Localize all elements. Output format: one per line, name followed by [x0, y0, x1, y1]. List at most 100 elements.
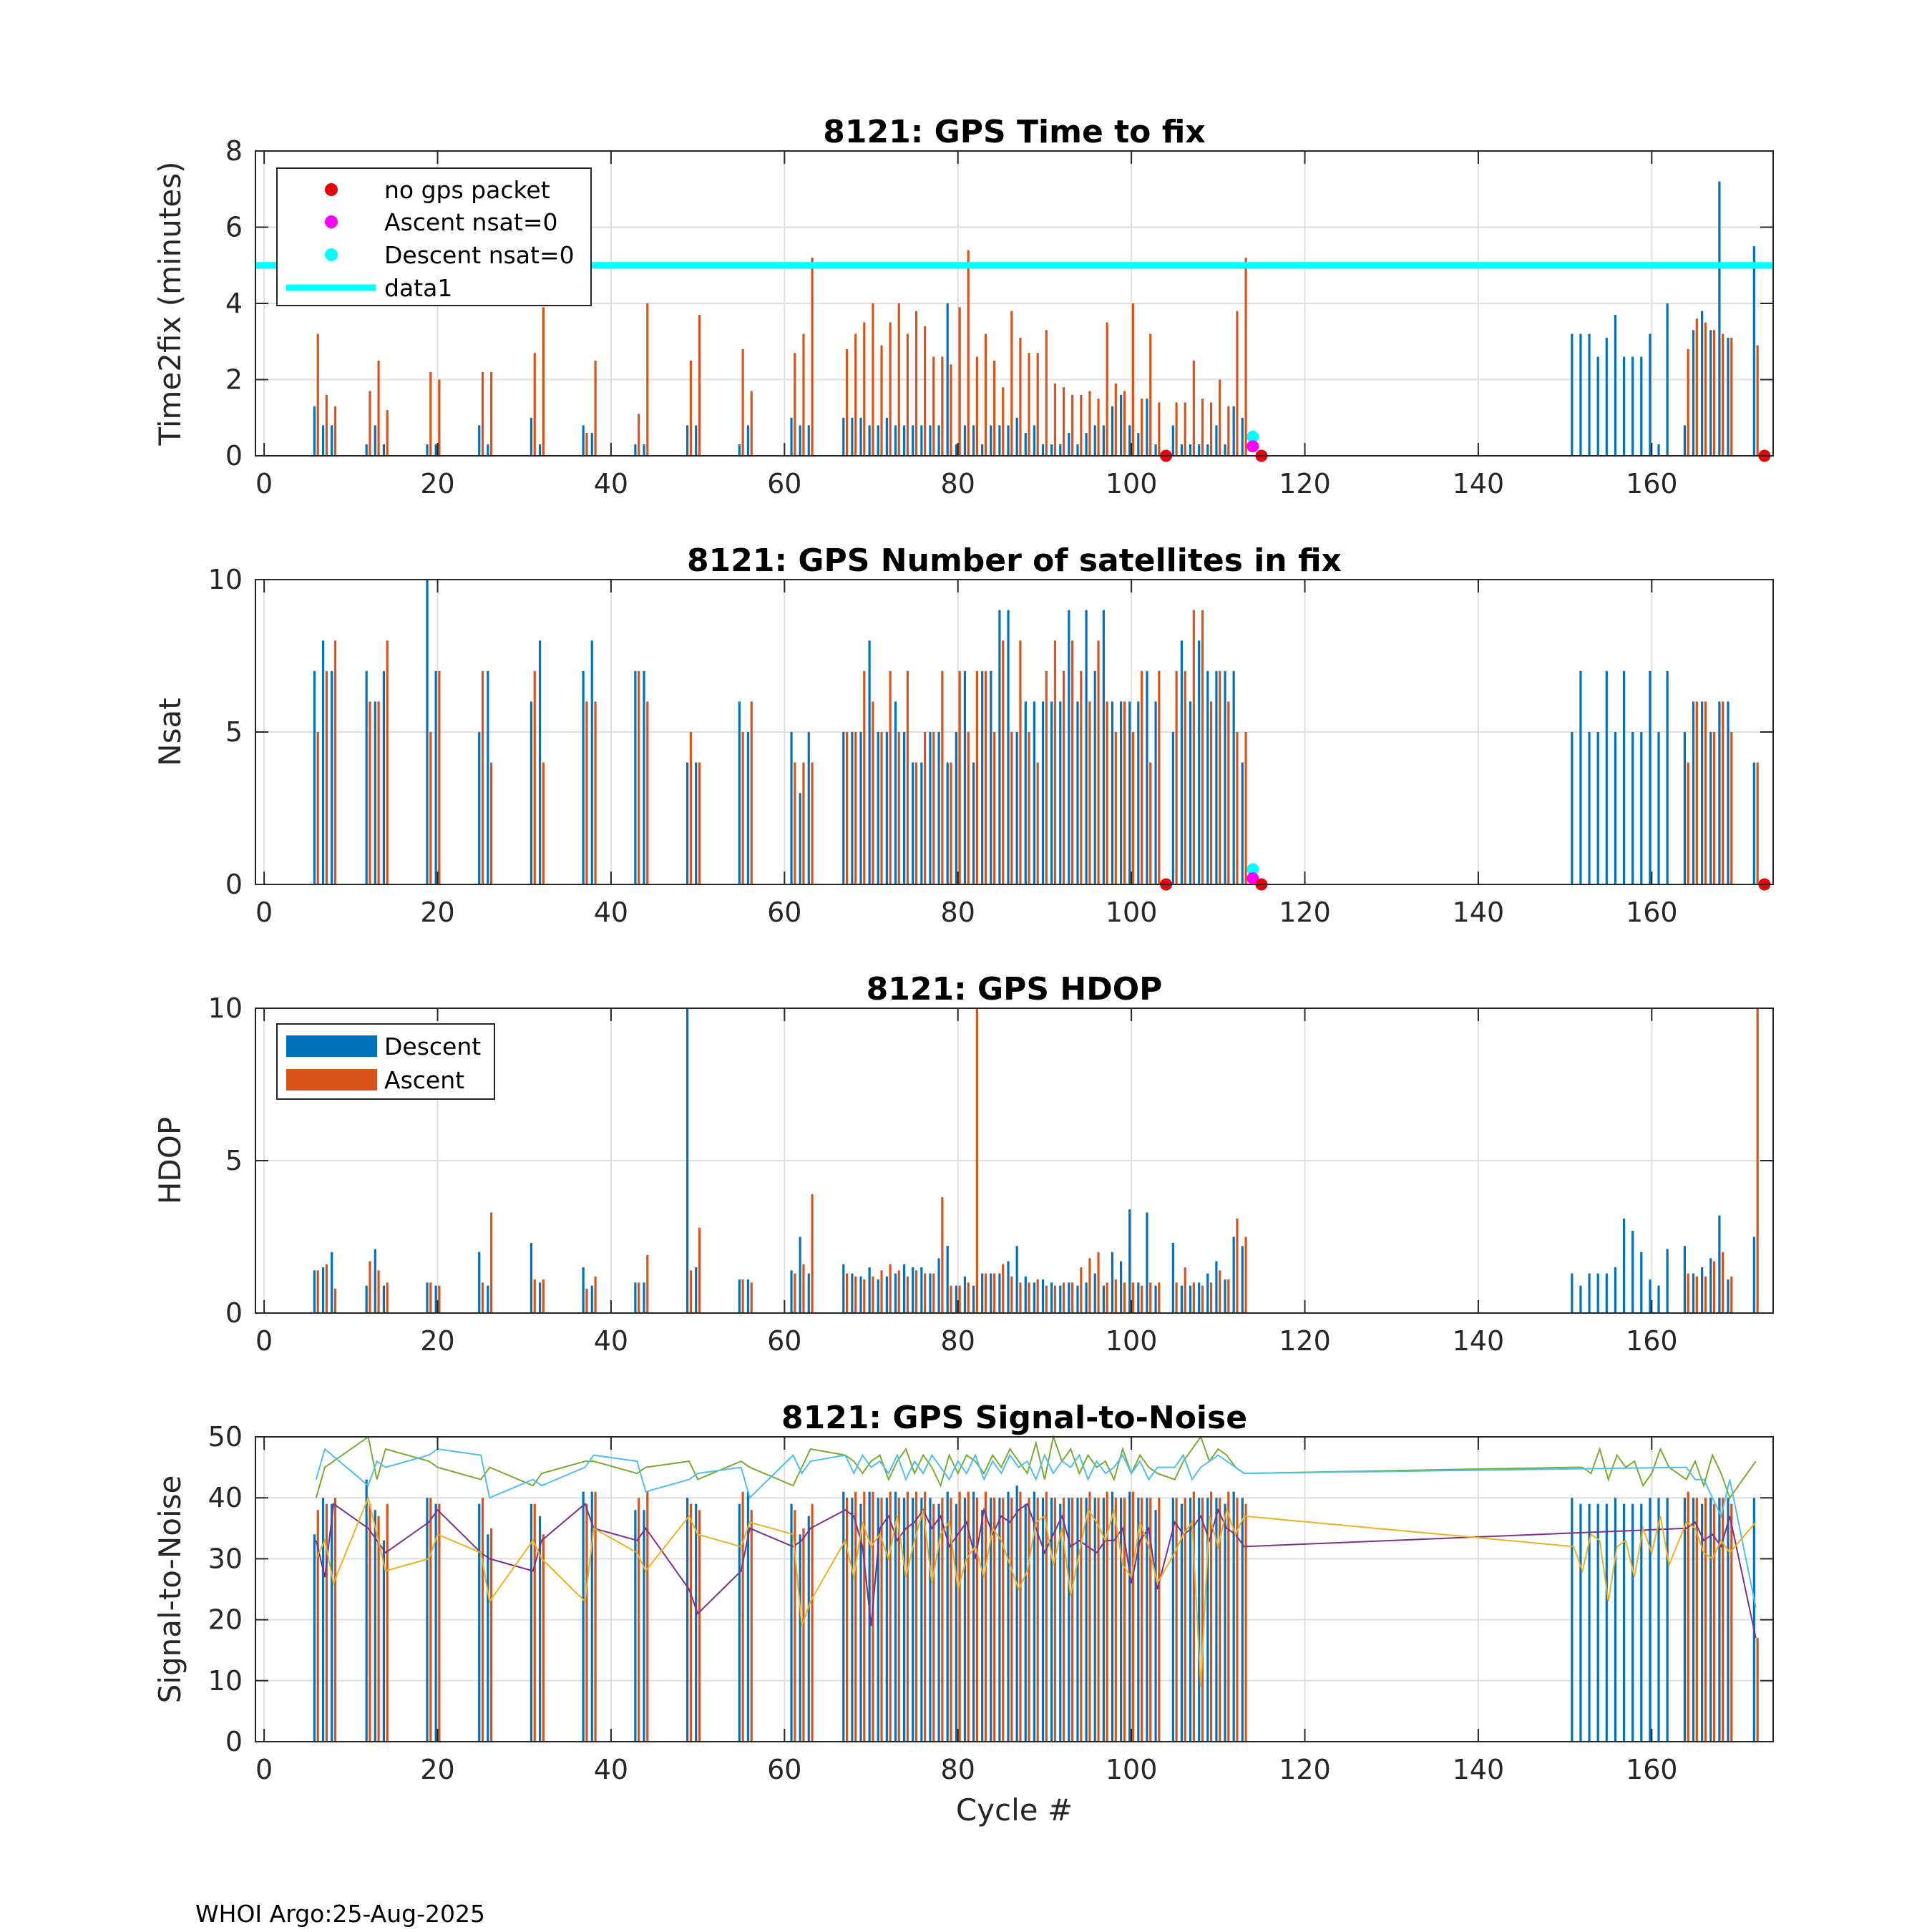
- x-tick-label: 100: [1106, 1325, 1158, 1357]
- descent-bar: [746, 1491, 750, 1742]
- descent-bar: [912, 1267, 914, 1313]
- descent-bar: [590, 1491, 593, 1742]
- descent-bar: [1102, 1498, 1105, 1742]
- ascent-bar: [481, 371, 484, 456]
- ascent-bar: [1149, 762, 1152, 884]
- descent-bar: [382, 1540, 385, 1742]
- descent-bar: [686, 1498, 689, 1742]
- descent-bar: [1111, 406, 1114, 456]
- descent-bar: [1605, 670, 1608, 884]
- descent-bar: [1649, 1279, 1652, 1313]
- x-tick-label: 60: [767, 468, 801, 499]
- descent-bar: [1215, 1498, 1218, 1742]
- descent-bar: [1752, 246, 1755, 456]
- ascent-bar: [975, 356, 978, 456]
- descent-bar: [981, 444, 984, 456]
- descent-bar: [746, 732, 750, 884]
- ascent-bar: [1010, 732, 1013, 884]
- ascent-bar: [316, 1270, 319, 1313]
- descent-bar: [695, 762, 698, 884]
- chart-title: 8121: GPS Number of satellites in fix: [687, 542, 1342, 579]
- descent-bar: [1752, 1498, 1755, 1742]
- descent-bar: [1171, 1243, 1174, 1313]
- y-tick-label: 8: [225, 135, 243, 167]
- descent-bar: [695, 1503, 698, 1742]
- legend-entry: data1: [384, 274, 452, 302]
- descent-bar: [1666, 1498, 1669, 1742]
- ascent-bar: [689, 732, 692, 884]
- ascent-bar: [429, 1498, 432, 1742]
- descent-bar: [686, 425, 689, 456]
- ascent-bar: [638, 670, 640, 884]
- descent-bar: [790, 732, 793, 884]
- ascent-bar: [646, 701, 649, 884]
- ascent-bar: [1201, 610, 1204, 884]
- descent-bar: [487, 1534, 489, 1742]
- descent-bar: [1041, 1498, 1045, 1742]
- y-tick-label: 4: [225, 288, 243, 319]
- ascent-bar: [1062, 1498, 1065, 1742]
- chart-title: 8121: GPS Signal-to-Noise: [781, 1400, 1247, 1436]
- ascent-bar: [941, 1498, 944, 1742]
- descent-bar: [1033, 425, 1035, 456]
- ascent-bar: [975, 1498, 978, 1742]
- descent-bar: [478, 1252, 481, 1313]
- ascent-bar: [750, 1510, 753, 1742]
- ascent-bar: [1053, 1285, 1057, 1313]
- ascent-bar: [924, 1273, 927, 1313]
- descent-bar: [1007, 610, 1010, 884]
- descent-bar: [1206, 1273, 1209, 1313]
- ascent-bar: [863, 1491, 866, 1742]
- descent-bar: [1232, 670, 1235, 884]
- descent-bar: [1727, 701, 1729, 884]
- ascent-bar: [1106, 322, 1108, 456]
- descent-bar: [1198, 640, 1201, 884]
- descent-bar: [365, 1479, 368, 1742]
- descent-bar: [1137, 433, 1140, 456]
- ascent-bar: [1158, 670, 1161, 884]
- ascent-bar: [880, 345, 883, 456]
- ascent-bar: [585, 433, 588, 456]
- descent-bar: [1596, 1273, 1599, 1313]
- ascent-bar: [1149, 1498, 1152, 1742]
- ascent-bar: [967, 250, 970, 456]
- descent-bar: [1215, 670, 1218, 884]
- descent-bar: [382, 1285, 385, 1313]
- ascent-bar: [889, 1264, 892, 1313]
- descent-bar: [426, 444, 429, 456]
- descent-bar: [530, 1503, 533, 1742]
- ascent-bar: [906, 670, 909, 884]
- descent-bar: [1180, 1503, 1184, 1742]
- y-tick-label: 10: [208, 1665, 243, 1697]
- ascent-bar: [429, 371, 432, 456]
- descent-bar: [1596, 732, 1599, 884]
- ascent-bar: [802, 333, 805, 456]
- descent-bar: [1093, 1273, 1096, 1313]
- descent-bar: [1709, 330, 1712, 456]
- ascent-bar: [984, 333, 987, 456]
- descent-bar: [912, 425, 914, 456]
- ascent-bar: [1141, 670, 1143, 884]
- descent-bar: [1050, 1498, 1053, 1742]
- descent-bar: [1718, 181, 1721, 456]
- x-tick-label: 140: [1453, 897, 1505, 928]
- ascent-bar: [993, 1273, 996, 1313]
- descent-bar: [1692, 1273, 1695, 1313]
- descent-bar: [1154, 444, 1157, 456]
- chart-nsat: 0 20 40 60 80 100 120 140 160 0 5 10 8121: GPS Numbe…: [152, 542, 1774, 928]
- descent-bar: [1640, 356, 1643, 456]
- descent-bar: [1718, 1215, 1721, 1313]
- descent-bar: [885, 417, 888, 456]
- descent-bar: [365, 444, 368, 456]
- descent-bar: [885, 1276, 888, 1313]
- descent-bar: [1752, 1236, 1755, 1313]
- descent-bar: [643, 444, 645, 456]
- x-tick-label: 100: [1106, 897, 1158, 928]
- descent-bar: [1180, 1285, 1184, 1313]
- ascent-bar: [594, 1276, 597, 1313]
- ascent-bar: [1028, 1282, 1030, 1313]
- ascent-bar: [1695, 1498, 1698, 1742]
- descent-bar: [963, 670, 967, 884]
- ascent-bar: [1028, 1498, 1030, 1742]
- ascent-bar: [1106, 1491, 1108, 1742]
